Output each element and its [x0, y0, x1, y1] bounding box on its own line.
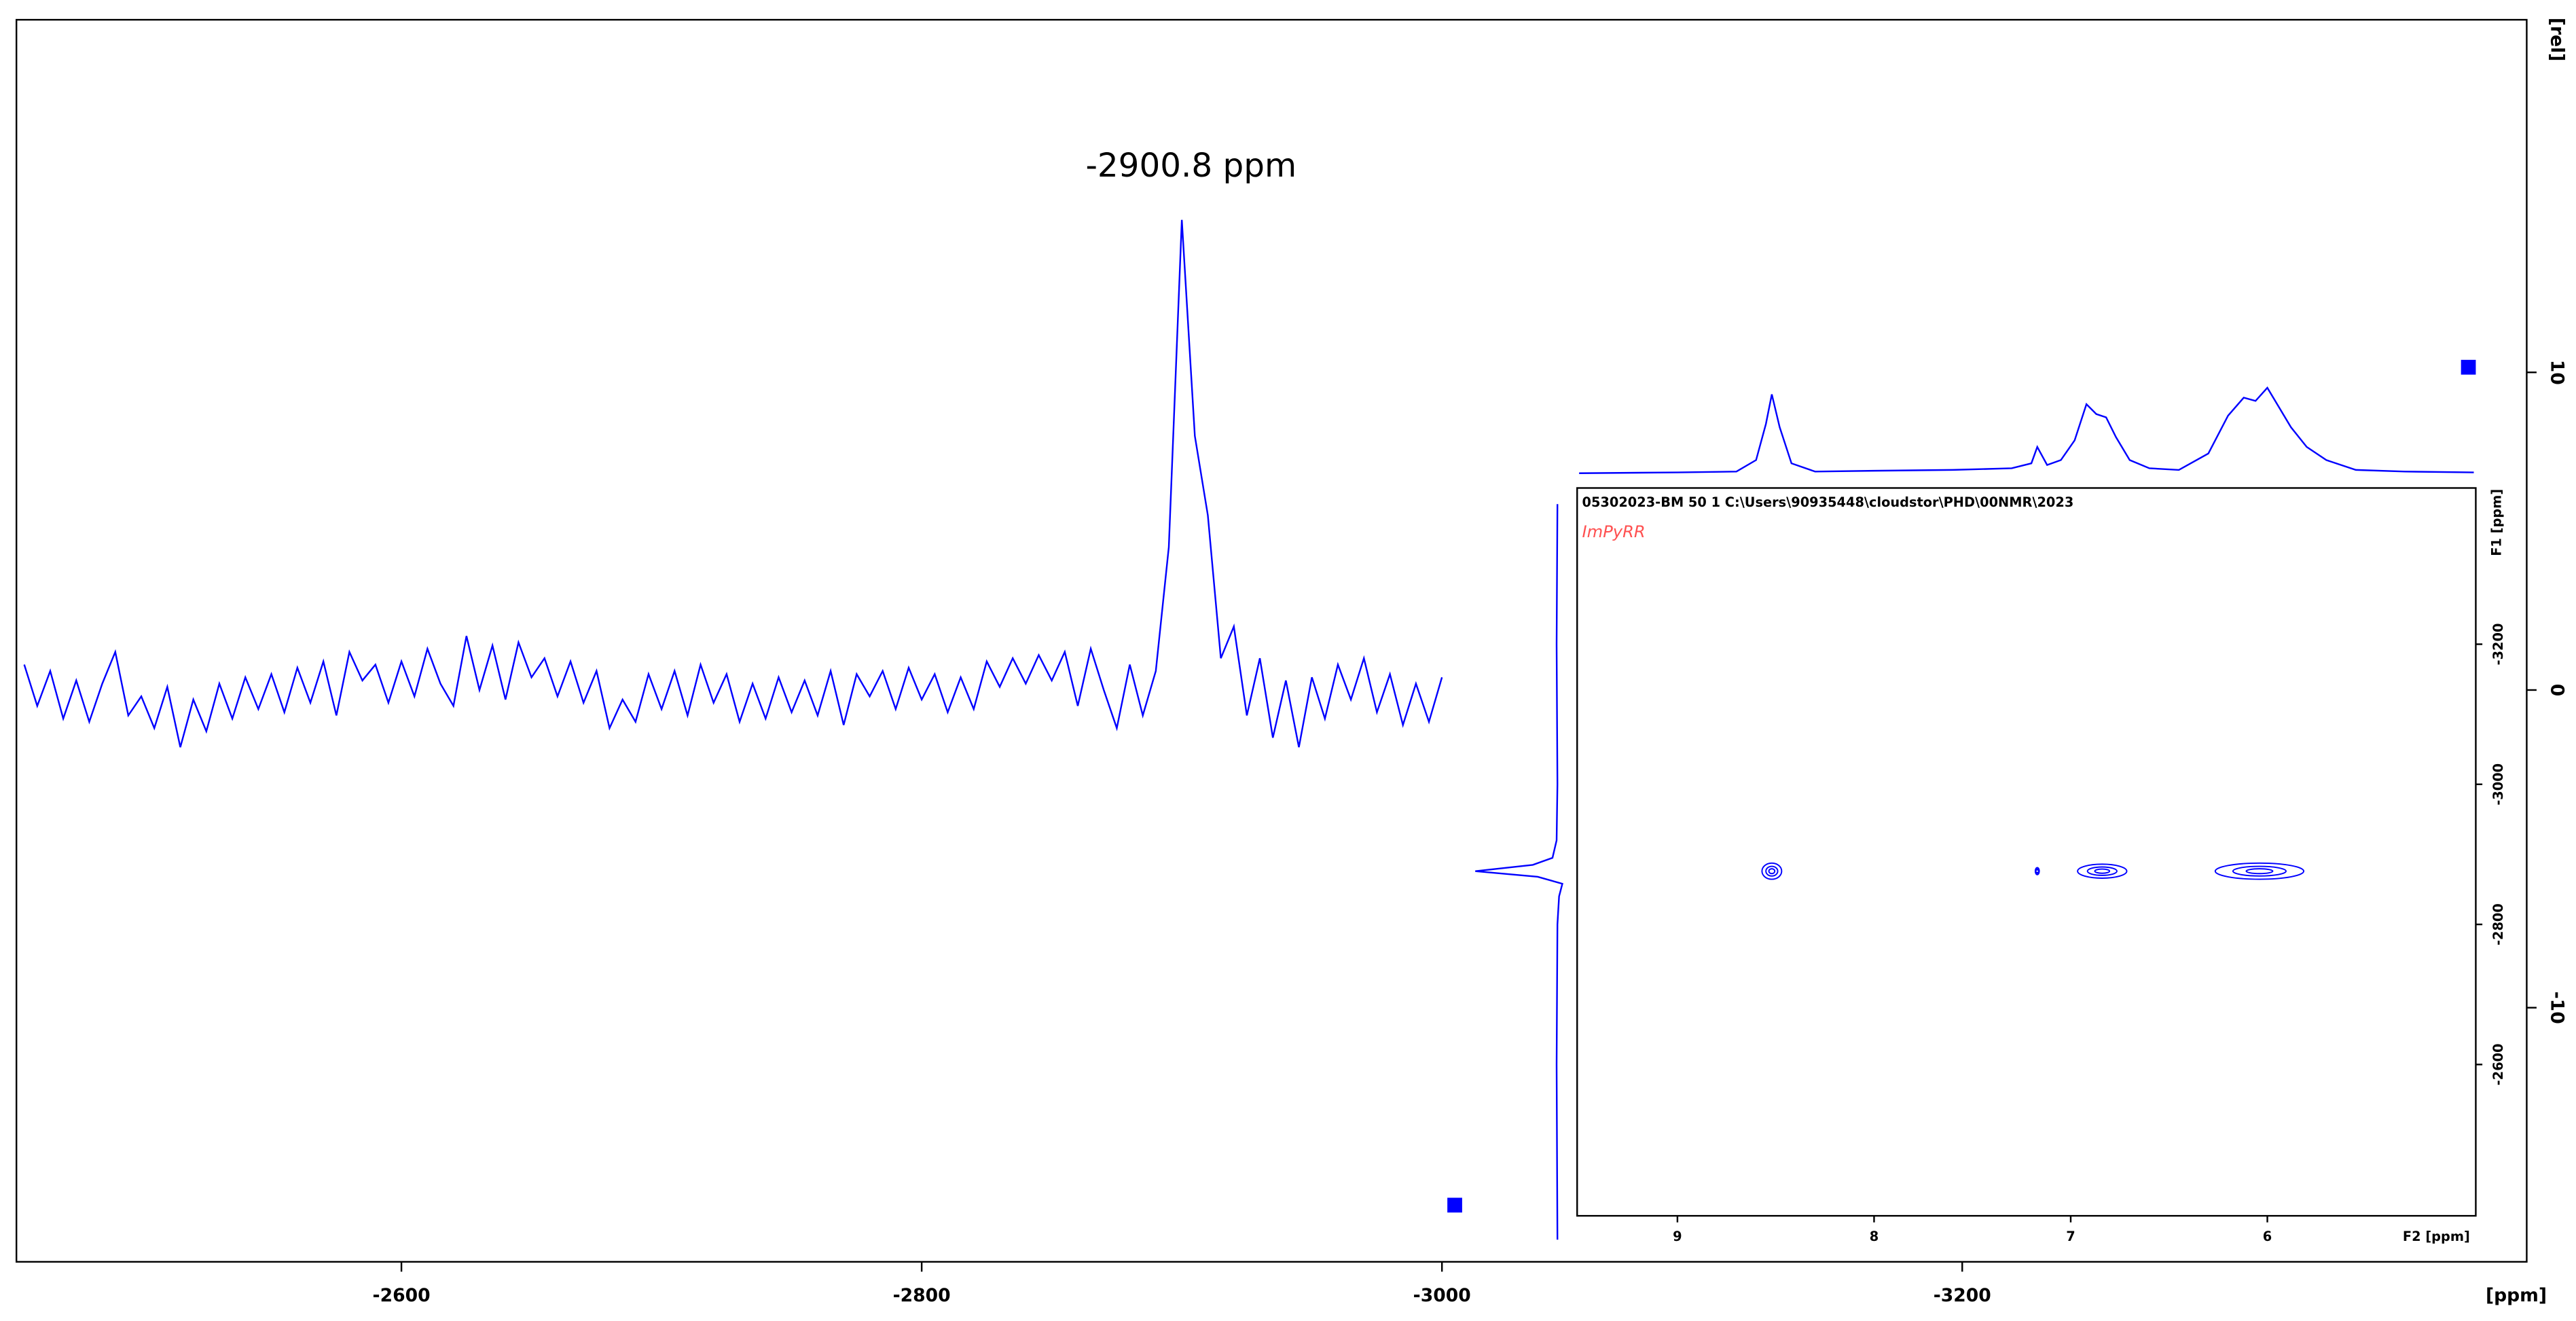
f2-projection	[1579, 386, 2474, 474]
contour	[2035, 869, 2040, 873]
contour	[2245, 868, 2274, 875]
y-tick-label: 10	[2546, 360, 2567, 385]
contour	[1761, 862, 1783, 880]
inset-dataset: 05302023-BM 50 1 C:\Users\90935448\cloud…	[1582, 494, 2074, 510]
inset-x-tick-label: 7	[2066, 1229, 2075, 1244]
inset-x-tick-label: 6	[2263, 1229, 2272, 1244]
inset-y-tick-label: -3000	[2490, 763, 2506, 806]
inset-y-tick-label: -2600	[2490, 1043, 2506, 1085]
contour	[1768, 868, 1776, 875]
x-tick-label: -3000	[1413, 1285, 1471, 1306]
inset-y-tick-label: -2800	[2490, 903, 2506, 945]
x-tick-label: -3200	[1934, 1285, 1991, 1306]
inset-title: ImPyRR	[1582, 522, 1646, 541]
spectrum-line	[23, 219, 1443, 748]
x-tick-label: -2800	[893, 1285, 951, 1306]
contour	[2094, 868, 2111, 874]
inset-x-tick-label: 9	[1673, 1229, 1682, 1244]
peak-annotation: -2900.8 ppm	[1085, 147, 1296, 185]
y-tick-label: -10	[2546, 992, 2567, 1024]
plot-frame	[15, 18, 2528, 1263]
y-axis-label: [rel]	[2546, 18, 2567, 62]
contour	[2232, 865, 2287, 877]
contour	[2214, 862, 2305, 880]
inset-frame	[1576, 487, 2477, 1217]
x-tick-label: -2600	[373, 1285, 431, 1306]
contour	[1765, 865, 1779, 877]
contour	[2086, 866, 2118, 876]
inset-x-label: F2 [ppm]	[2403, 1229, 2470, 1244]
inset-y-tick-label: -3200	[2490, 623, 2506, 666]
cursor-marker	[1447, 1197, 1462, 1213]
x-axis-label: [ppm]	[2486, 1285, 2547, 1306]
contour	[2077, 863, 2128, 879]
f1-projection	[1475, 504, 1563, 1240]
y-tick-label: 0	[2546, 684, 2567, 697]
inset-x-tick-label: 8	[1870, 1229, 1879, 1244]
inset-y-label: F1 [ppm]	[2488, 489, 2504, 556]
cursor-marker	[2461, 359, 2476, 375]
